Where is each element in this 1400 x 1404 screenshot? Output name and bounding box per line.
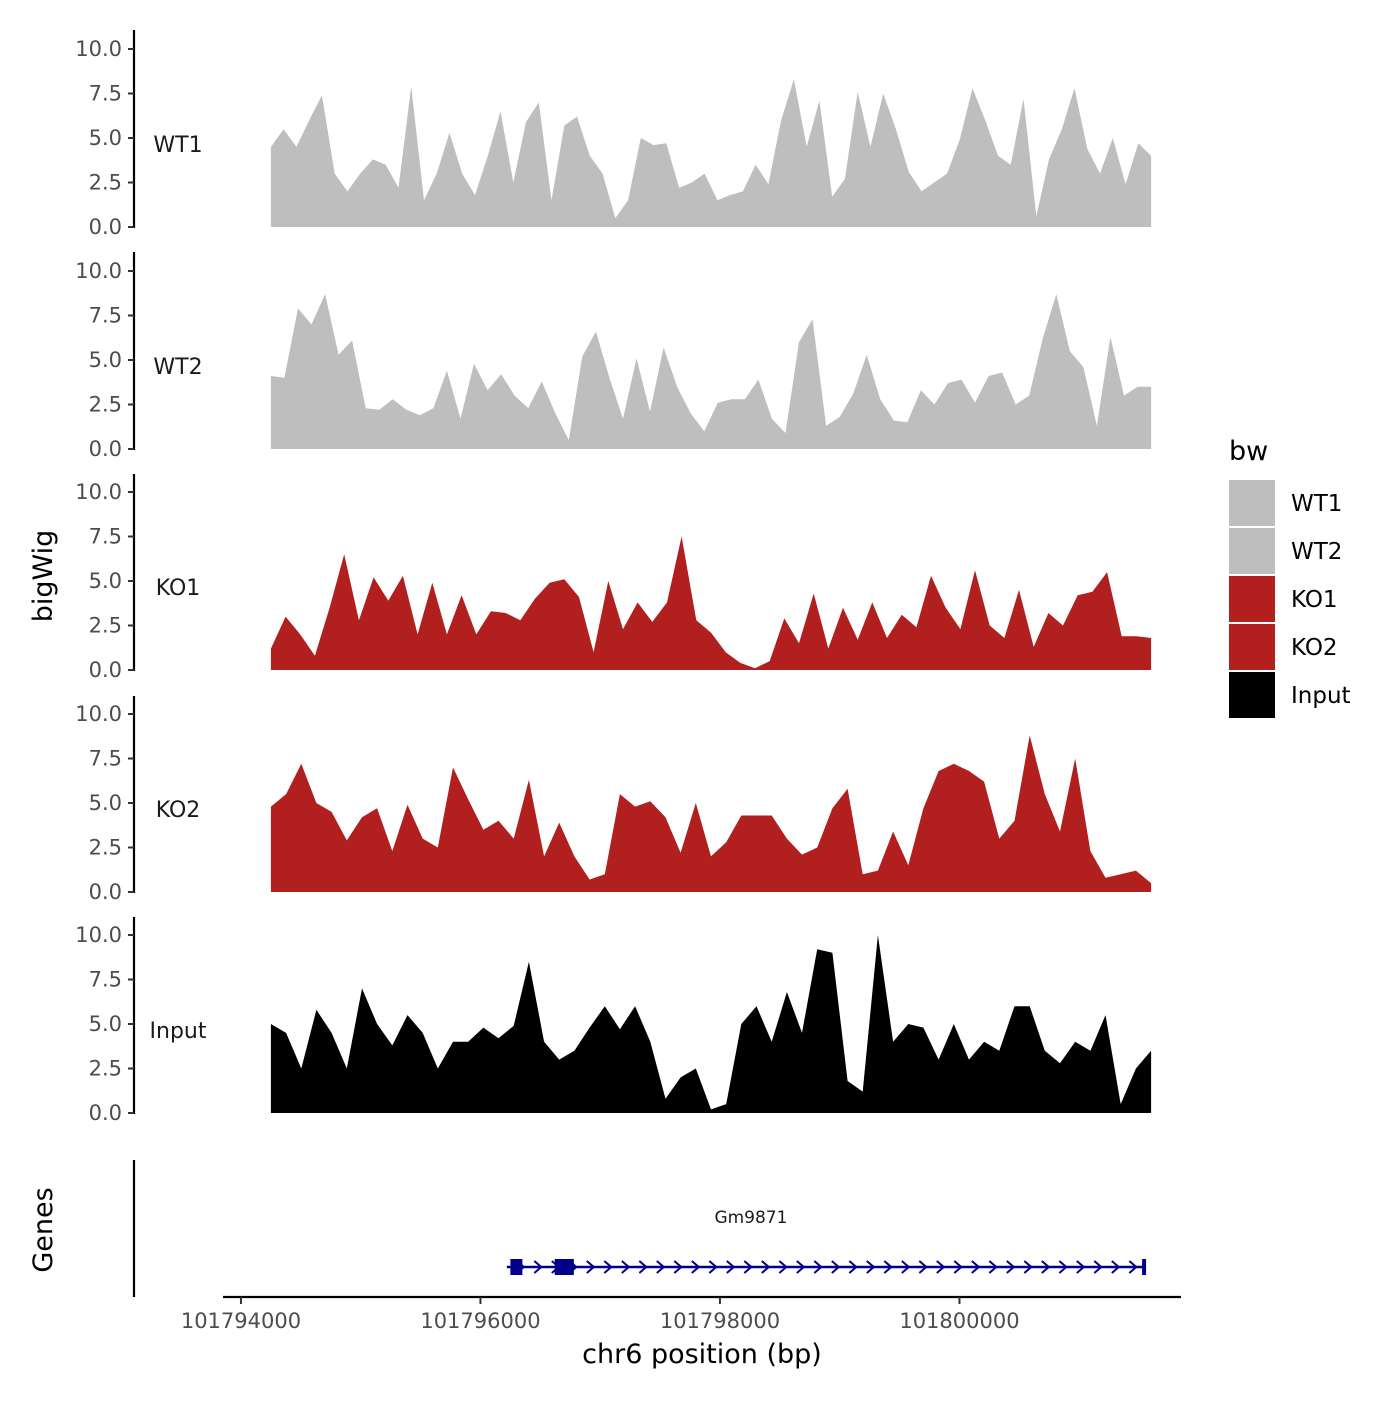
y-tick-label: 5.0	[89, 348, 122, 372]
strand-arrow	[708, 1260, 718, 1274]
strand-arrow	[918, 1260, 928, 1274]
strand-arrow	[603, 1260, 613, 1274]
gene-exon-1	[510, 1259, 523, 1275]
y-tick-label: 5.0	[89, 791, 122, 815]
strand-arrow	[656, 1260, 666, 1274]
track-label-wt2: WT2	[153, 355, 202, 380]
strand-arrow	[673, 1260, 683, 1274]
strand-arrow	[586, 1260, 596, 1274]
legend-swatch-ko2	[1229, 624, 1275, 670]
gene-track-label: Genes	[28, 1187, 59, 1272]
strand-arrow	[901, 1260, 911, 1274]
y-tick-label: 5.0	[89, 126, 122, 150]
x-tick-label: 101794000	[181, 1309, 301, 1333]
strand-arrow	[778, 1260, 788, 1274]
y-tick-label: 2.5	[89, 393, 122, 417]
signal-area-ko2	[270, 735, 1152, 892]
signal-area-wt2	[270, 294, 1152, 449]
y-tick-label: 7.5	[89, 525, 122, 549]
y-tick-label: 7.5	[89, 304, 122, 328]
y-tick-label: 2.5	[89, 836, 122, 860]
strand-arrow	[743, 1260, 753, 1274]
strand-arrow	[796, 1260, 806, 1274]
strand-arrow	[1128, 1260, 1138, 1274]
strand-arrow	[848, 1260, 858, 1274]
y-tick-label: 0.0	[89, 880, 122, 904]
legend-swatch-wt2	[1229, 528, 1275, 574]
y-tick-label: 0.0	[89, 215, 122, 239]
y-axis-title: bigWig	[28, 530, 59, 623]
legend-label-input: Input	[1291, 683, 1351, 709]
gene-name-label: Gm9871	[714, 1208, 787, 1228]
strand-arrow	[1041, 1260, 1051, 1274]
signal-area-wt1	[270, 79, 1152, 227]
strand-arrow	[1006, 1260, 1016, 1274]
track-label-ko1: KO1	[156, 576, 201, 601]
legend-label-wt1: WT1	[1291, 491, 1342, 517]
strand-arrow	[638, 1260, 648, 1274]
strand-arrow	[621, 1260, 631, 1274]
y-tick-label: 10.0	[75, 259, 122, 283]
y-tick-label: 7.5	[89, 747, 122, 771]
track-label-input: Input	[150, 1019, 207, 1044]
track-label-ko2: KO2	[156, 798, 201, 823]
legend-swatch-ko1	[1229, 576, 1275, 622]
y-tick-label: 10.0	[75, 923, 122, 947]
strand-arrow	[1093, 1260, 1103, 1274]
y-tick-label: 2.5	[89, 171, 122, 195]
strand-arrow	[1023, 1260, 1033, 1274]
y-tick-label: 10.0	[75, 480, 122, 504]
x-axis-title: chr6 position (bp)	[582, 1339, 822, 1370]
strand-arrow	[533, 1260, 543, 1274]
strand-arrow	[1111, 1260, 1121, 1274]
gene-end-cap	[1142, 1259, 1147, 1275]
strand-arrow	[883, 1260, 893, 1274]
y-tick-label: 2.5	[89, 1057, 122, 1081]
strand-arrow	[988, 1260, 998, 1274]
y-tick-label: 0.0	[89, 437, 122, 461]
gene-exon-2	[554, 1259, 574, 1275]
y-tick-label: 0.0	[89, 658, 122, 682]
x-tick-label: 101800000	[899, 1309, 1019, 1333]
y-tick-label: 7.5	[89, 968, 122, 992]
legend-title: bw	[1229, 436, 1268, 467]
strand-arrow	[953, 1260, 963, 1274]
y-tick-label: 2.5	[89, 614, 122, 638]
strand-arrow	[691, 1260, 701, 1274]
legend-label-ko1: KO1	[1291, 587, 1338, 613]
y-tick-label: 5.0	[89, 1012, 122, 1036]
track-label-wt1: WT1	[153, 133, 202, 158]
signal-area-ko1	[270, 536, 1152, 670]
legend-swatch-input	[1229, 672, 1275, 718]
y-tick-label: 7.5	[89, 82, 122, 106]
strand-arrow	[936, 1260, 946, 1274]
strand-arrow	[831, 1260, 841, 1274]
legend-label-wt2: WT2	[1291, 539, 1342, 565]
y-tick-label: 0.0	[89, 1101, 122, 1125]
strand-arrow	[1058, 1260, 1068, 1274]
legend-label-ko2: KO2	[1291, 635, 1338, 661]
x-tick-label: 101796000	[420, 1309, 540, 1333]
strand-arrow	[761, 1260, 771, 1274]
signal-area-input	[270, 935, 1152, 1113]
x-tick-label: 101798000	[660, 1309, 780, 1333]
strand-arrow	[813, 1260, 823, 1274]
y-tick-label: 5.0	[89, 569, 122, 593]
y-tick-label: 10.0	[75, 37, 122, 61]
strand-arrow	[1076, 1260, 1086, 1274]
strand-arrow	[866, 1260, 876, 1274]
strand-arrow	[971, 1260, 981, 1274]
legend-swatch-wt1	[1229, 480, 1275, 526]
strand-arrow	[726, 1260, 736, 1274]
y-tick-label: 10.0	[75, 702, 122, 726]
